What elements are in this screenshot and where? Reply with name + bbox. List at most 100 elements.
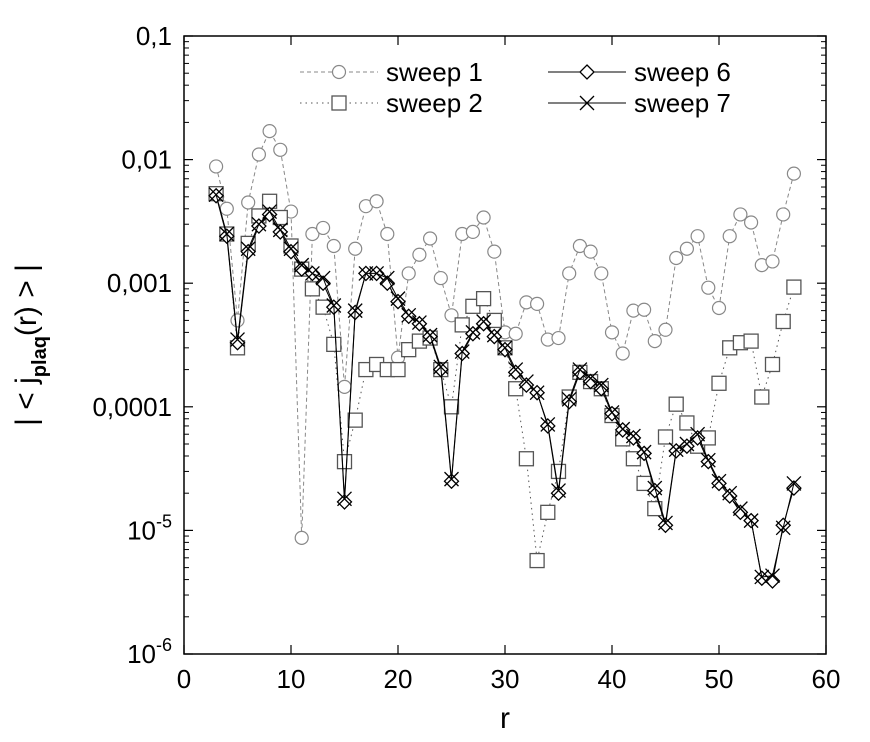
data-point [754,389,770,405]
data-point [262,124,277,139]
x-tick-label: 0 [177,664,191,694]
data-point [690,229,705,244]
data-point [690,426,706,442]
data-point [743,333,759,349]
data-point [646,482,663,499]
data-point [722,485,738,501]
data-point [508,326,523,341]
data-point [615,421,631,437]
x-tick-label: 50 [705,664,734,694]
data-point [390,291,406,307]
data-point [550,463,567,480]
data-point [711,375,727,391]
legend-marker [579,64,595,80]
data-point [464,325,481,342]
data-point [411,315,427,331]
tick-marks [183,35,827,655]
data-point [326,336,342,353]
data-point [326,238,341,254]
data-point [700,453,717,470]
data-point [390,361,406,378]
data-point [508,362,524,378]
data-point [765,568,780,584]
data-point [786,166,802,181]
data-point [615,346,630,361]
data-point [401,266,416,281]
data-point [380,226,395,242]
data-point [475,290,492,307]
data-point [593,377,609,393]
data-point [283,241,299,257]
legend-entry: sweep 6 [548,57,731,87]
data-point [347,303,363,319]
series-sweep-1 [209,124,802,545]
data-point [732,504,749,521]
data-point [315,270,331,286]
data-point [487,244,502,259]
data-point [304,265,320,281]
data-point [764,356,781,373]
y-axis-title-main: | < j [10,377,43,426]
data-point [486,327,502,343]
legend-entry: sweep 7 [548,88,731,118]
data-point [336,493,353,510]
data-point [240,241,256,257]
data-point [604,325,620,340]
data-point [358,265,374,281]
data-point [604,405,620,422]
data-point [625,428,641,444]
x-tick-label: 30 [491,664,520,694]
data-point [369,265,385,281]
x-tick-label: 10 [277,664,306,694]
data-point [743,513,759,529]
data-point [625,451,642,467]
data-point [668,396,684,412]
y-tick-label: 0,001 [107,268,172,298]
data-point [636,475,652,492]
data-point [658,515,673,531]
y-axis-title: | < jplaq(r) > | [10,264,51,426]
y-tick-label-base: 10 [127,639,156,669]
data-point [722,229,737,244]
data-point [229,334,246,351]
data-point [732,501,748,517]
data-point [786,279,802,295]
data-point [647,334,662,349]
data-point [497,341,513,358]
data-point [647,480,663,496]
data-point [454,317,470,333]
data-point [209,159,224,174]
x-axis-title: r [500,702,510,735]
legend-marker [331,64,347,80]
data-point [561,391,577,407]
data-point [219,201,234,216]
data-point [230,313,245,328]
data-point [423,231,438,246]
legend-label: sweep 6 [634,57,731,87]
data-point [743,215,759,230]
series-sweep-7 [208,187,802,585]
y-axis-title-rest: (r) > | [10,264,43,336]
data-point [337,491,352,507]
data-point [701,280,716,295]
x-tick-labels: 0 10 20 30 40 50 60 [177,664,841,694]
data-point [518,451,535,467]
data-point [669,250,684,266]
data-point [679,241,695,256]
legend-marker [579,95,595,111]
data-point [316,220,331,236]
data-point [348,241,363,256]
data-point [647,500,663,517]
data-point [711,300,727,316]
data-point [294,530,309,545]
data-point [529,296,545,312]
data-point [529,385,545,401]
data-point [454,344,470,359]
series-layer [208,124,802,589]
data-point [304,281,321,297]
data-point [733,207,748,222]
y-tick-label: 0,0001 [92,392,172,422]
